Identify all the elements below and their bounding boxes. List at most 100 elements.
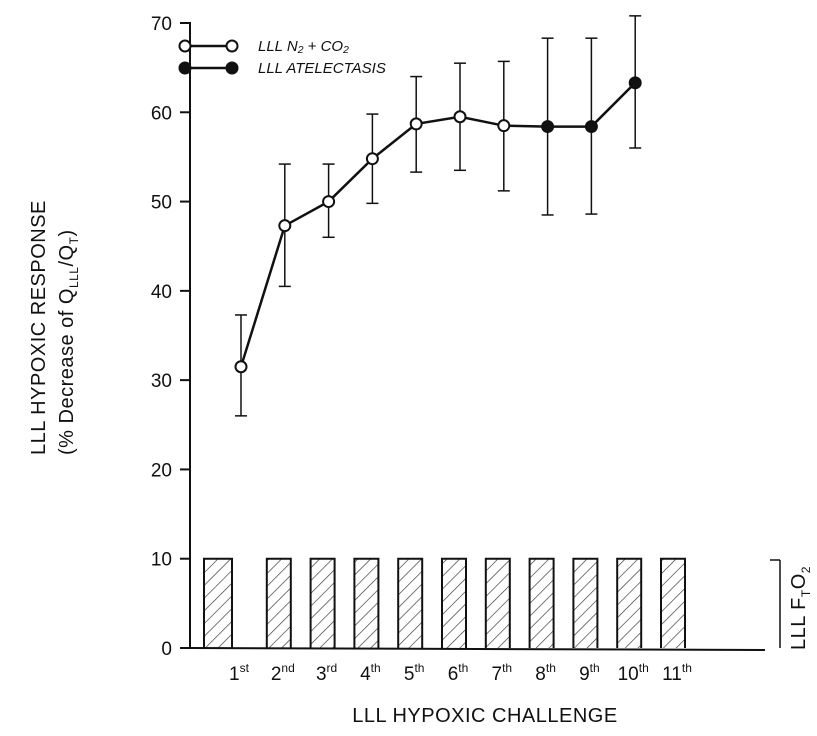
fio2-pulse — [661, 558, 685, 648]
x-tick-label: 10th — [618, 661, 649, 685]
series-lines — [239, 81, 637, 368]
fio2-pulse-outline — [572, 557, 599, 648]
x-tick-label-num: 9 — [579, 664, 590, 685]
y-axis-title-sub-t: T — [67, 236, 81, 244]
legend-label-filled: LLL ATELECTASIS — [258, 60, 386, 77]
x-tick-label: 11th — [662, 661, 692, 685]
data-points — [234, 76, 642, 374]
fio2-pulse-outline — [397, 557, 424, 648]
x-tick-label: 8th — [535, 661, 556, 685]
x-tick-label-num: 5 — [404, 664, 415, 685]
point-n2-co2 — [322, 195, 336, 209]
y-axis-ticks: 0 10 20 30 40 50 60 70 — [151, 14, 190, 660]
right-axis-label: LLL FTO2 — [788, 566, 813, 650]
x-tick-label-suffix: st — [240, 661, 250, 675]
x-tick-label-suffix: rd — [327, 661, 338, 675]
legend-label-open: LLL N₂ + CO₂ — [258, 38, 349, 55]
point-n2-co2 — [497, 119, 511, 133]
x-tick-label-suffix: th — [458, 661, 468, 675]
y-tick-label: 10 — [151, 550, 172, 571]
x-tick-label-num: 4 — [360, 664, 371, 685]
right-axis-label-sub-t: T — [799, 589, 813, 597]
fio2-pulse-outline — [484, 557, 511, 648]
fio2-pulse — [310, 558, 335, 648]
x-tick-label-suffix: th — [639, 661, 649, 675]
legend-marker-filled-end — [225, 61, 239, 75]
fio2-pulse — [266, 558, 291, 648]
right-axis-label-sub-2: 2 — [799, 566, 813, 573]
legend-marker-open-end — [225, 39, 239, 53]
point-n2-co2 — [278, 219, 292, 233]
fio2-pulse — [442, 558, 466, 648]
fio2-pulse — [204, 558, 232, 648]
x-tick-label: 6th — [448, 661, 469, 685]
y-tick-label: 60 — [151, 103, 172, 124]
point-atelectasis — [628, 76, 642, 90]
right-axis-label-o: O — [788, 573, 810, 589]
x-tick-label-num: 2 — [271, 664, 282, 685]
x-tick-label-num: 11 — [662, 664, 682, 685]
x-tick-label-suffix: th — [371, 661, 381, 675]
x-tick-label-num: 1 — [229, 664, 240, 685]
y-tick-label: 70 — [151, 14, 172, 35]
x-tick-label: 7th — [492, 661, 513, 685]
fio2-pulse — [398, 558, 423, 648]
fio2-pulse — [617, 558, 642, 648]
x-tick-label: 4th — [360, 661, 381, 685]
legend: LLL N₂ + CO₂ LLL ATELECTASIS — [178, 38, 386, 77]
x-tick-label: 2nd — [271, 661, 295, 685]
y-tick-label: 20 — [151, 460, 172, 481]
fio2-pulse-outline — [528, 557, 555, 648]
legend-marker-filled — [178, 61, 192, 75]
point-atelectasis — [584, 120, 598, 134]
x-tick-label-suffix: nd — [281, 661, 294, 675]
y-tick-label: 0 — [161, 639, 172, 660]
y-axis-title-suffix: ) — [56, 229, 78, 236]
fio2-pulse-outline — [353, 557, 380, 648]
x-tick-label-num: 8 — [535, 664, 546, 685]
y-tick-label: 50 — [151, 193, 172, 214]
y-axis-title-mid: /Q — [56, 244, 78, 266]
fio2-pulse-outline — [309, 557, 336, 648]
y-axis-title-line1: LLL HYPOXIC RESPONSE — [28, 200, 50, 455]
x-tick-label: 1st — [229, 661, 250, 685]
fio2-pulse-outline — [441, 557, 467, 648]
x-tick-label: 5th — [404, 661, 425, 685]
x-axis-title: LLL HYPOXIC CHALLENGE — [352, 705, 617, 727]
y-axis-title-line2: (% Decrease of QLLL/QT) — [56, 229, 81, 455]
y-axis-title-sub-lll: LLL — [67, 267, 81, 289]
fio2-pulse — [485, 558, 510, 648]
point-n2-co2 — [234, 360, 248, 374]
x-tick-label-num: 6 — [448, 664, 459, 685]
x-axis-tick-labels: 1st 2nd 3rd 4th 5th 6th 7th 8th 9th 10th 11th — [229, 661, 692, 685]
point-n2-co2 — [453, 110, 467, 124]
x-tick-label-suffix: th — [682, 661, 692, 675]
fio2-pulse — [573, 558, 598, 648]
legend-marker-open — [178, 39, 192, 53]
x-tick-label: 9th — [579, 661, 600, 685]
fio2-pulse — [529, 558, 554, 648]
x-tick-label-num: 3 — [316, 664, 327, 685]
fio2-pulse-outline — [660, 557, 686, 648]
x-tick-label-num: 10 — [618, 664, 639, 685]
y-tick-label: 40 — [151, 282, 172, 303]
right-axis-label-main: LLL F — [788, 597, 810, 650]
x-tick-label-num: 7 — [492, 664, 503, 685]
y-tick-label: 30 — [151, 371, 172, 392]
fio2-pulse-outline — [616, 557, 643, 648]
x-tick-label-suffix: th — [502, 661, 512, 675]
point-atelectasis — [541, 120, 555, 134]
x-tick-label-suffix: th — [590, 661, 600, 675]
fio2-pulse — [354, 558, 379, 648]
y-axis-title-prefix: (% Decrease of Q — [56, 288, 78, 455]
x-tick-label-suffix: th — [546, 661, 556, 675]
series-line — [239, 81, 637, 368]
point-n2-co2 — [365, 152, 379, 166]
fio2-pulse-outline — [265, 557, 292, 648]
fio2-baseline — [189, 647, 766, 651]
point-n2-co2 — [409, 117, 423, 131]
fio2-profile — [189, 557, 766, 651]
x-tick-label: 3rd — [316, 661, 337, 685]
fio2-pulse-outline — [203, 557, 233, 648]
